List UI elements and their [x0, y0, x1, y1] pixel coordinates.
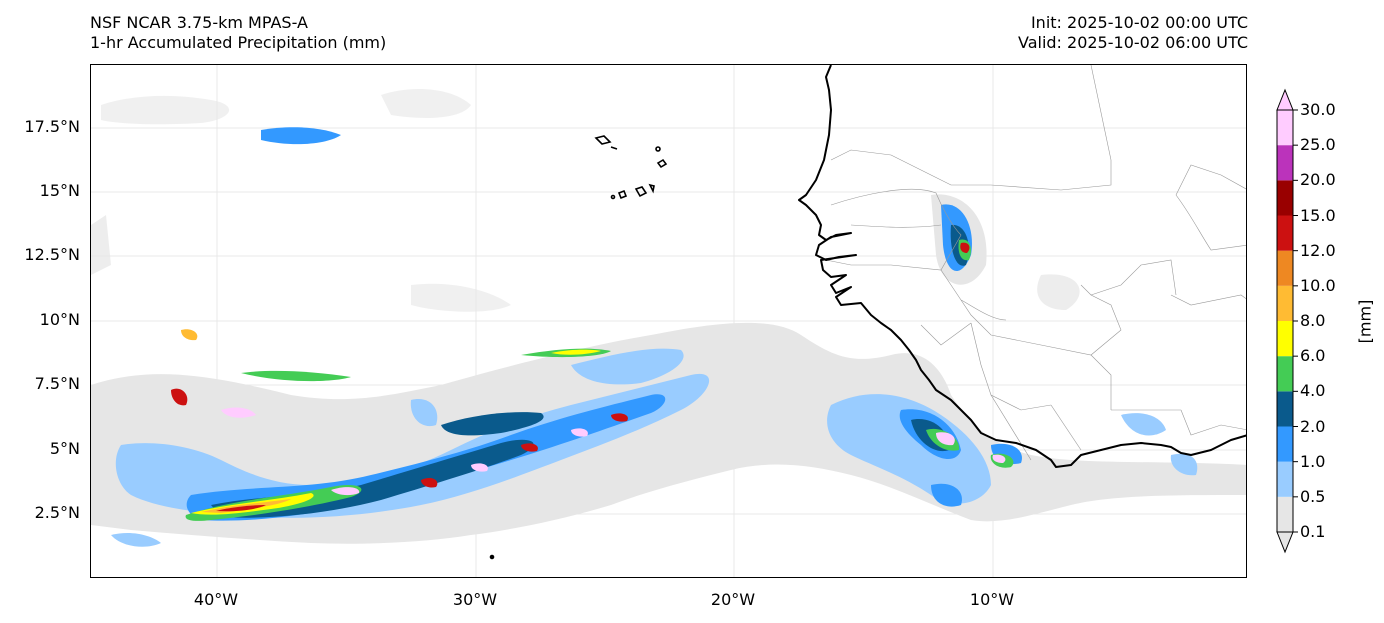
colorbar-extend-max — [1276, 88, 1294, 111]
precip-lightblue — [111, 348, 1198, 547]
time-block: Init: 2025-10-02 00:00 UTC Valid: 2025-1… — [1018, 13, 1248, 53]
colorbar-tick-label: 8.0 — [1300, 311, 1326, 330]
colorbar-tick-label: 0.1 — [1300, 522, 1326, 541]
lat-label: 7.5°N — [34, 374, 80, 393]
colorbar-extend-min — [1276, 531, 1294, 554]
lon-label: 30°W — [452, 590, 498, 609]
precip-light — [91, 89, 1246, 544]
colorbar-tick-label: 1.0 — [1300, 451, 1326, 471]
valid-time: Valid: 2025-10-02 06:00 UTC — [1017, 33, 1248, 52]
colorbar-segment — [1277, 110, 1293, 146]
colorbar-tick-label: 20.0 — [1300, 170, 1336, 190]
coastline — [798, 65, 1246, 468]
colorbar-segment — [1277, 426, 1293, 462]
colorbar-tick-label: 2.0 — [1300, 416, 1326, 436]
colorbar-segment — [1277, 250, 1293, 286]
lat-label: 5°N — [49, 439, 80, 458]
precip-cores — [171, 242, 1006, 515]
lon-label: 40°W — [193, 590, 239, 609]
colorbar-tick-label: 4.0 — [1300, 381, 1326, 401]
colorbar-tick-label: 15.0 — [1300, 205, 1336, 225]
colorbar-segment — [1277, 215, 1293, 251]
cabo-verde-islands — [489, 135, 668, 560]
map-panel[interactable] — [90, 64, 1247, 578]
country-borders — [825, 65, 1246, 461]
colorbar-tick-label: 12.0 — [1300, 240, 1336, 260]
lat-label: 10°N — [39, 310, 80, 329]
init-time: Init: 2025-10-02 00:00 UTC — [1030, 13, 1248, 32]
colorbar-segment — [1277, 180, 1293, 216]
lat-label: 12.5°N — [24, 245, 80, 264]
colorbar-tick-label: 6.0 — [1300, 346, 1326, 366]
colorbar-tick-label: 25.0 — [1300, 135, 1336, 155]
colorbar-segment — [1277, 391, 1293, 427]
lon-label: 20°W — [710, 590, 756, 609]
colorbar — [1276, 88, 1298, 554]
colorbar-segment — [1277, 496, 1293, 532]
colorbar-segment — [1277, 285, 1293, 321]
colorbar-unit: [mm] — [1355, 299, 1375, 344]
colorbar-segment — [1277, 145, 1293, 181]
lat-label: 2.5°N — [34, 503, 80, 522]
colorbar-segment — [1277, 356, 1293, 392]
lon-label: 10°W — [969, 590, 1015, 609]
field-name: 1-hr Accumulated Precipitation (mm) — [90, 33, 387, 52]
model-name: NSF NCAR 3.75-km MPAS-A — [90, 13, 308, 32]
colorbar-tick-label: 30.0 — [1300, 100, 1336, 119]
colorbar-tick-label: 0.5 — [1300, 486, 1326, 506]
map-canvas — [91, 65, 1246, 577]
lat-label: 17.5°N — [24, 117, 80, 136]
lat-label: 15°N — [39, 181, 80, 200]
colorbar-tick-label: 10.0 — [1300, 275, 1336, 295]
colorbar-segment — [1277, 321, 1293, 357]
colorbar-segment — [1277, 461, 1293, 497]
title-block: NSF NCAR 3.75-km MPAS-A 1-hr Accumulated… — [90, 13, 386, 53]
